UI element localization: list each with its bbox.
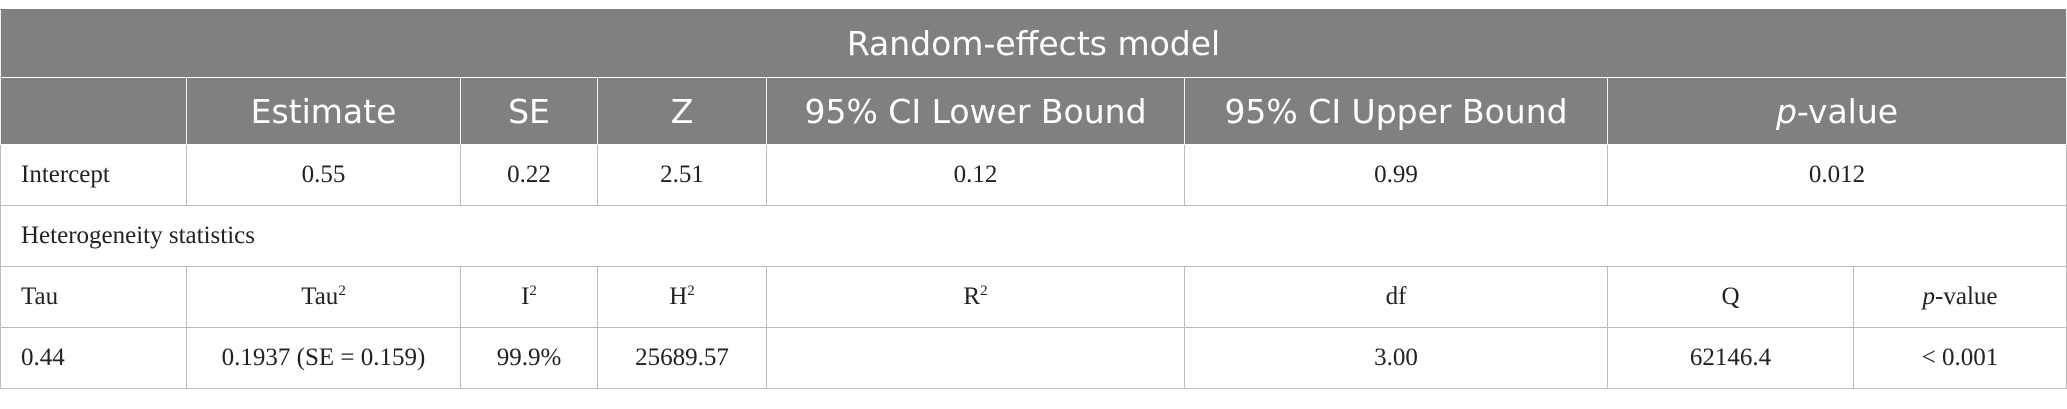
stat-header: I2 xyxy=(460,266,598,328)
column-header: SE xyxy=(460,77,598,145)
cell: 0.012 xyxy=(1606,144,2067,206)
cell: 62146.4 xyxy=(1607,327,1854,389)
superscript: 2 xyxy=(687,283,695,299)
section-label: Heterogeneity statistics xyxy=(0,205,2067,267)
title-row: Random-effects model xyxy=(0,9,2067,78)
column-header: Estimate xyxy=(186,77,461,145)
cell: 0.1937 (SE = 0.159) xyxy=(186,327,461,389)
stat-value-row: 0.44 0.1937 (SE = 0.159) 99.9% 25689.57 3.00… xyxy=(0,327,2067,389)
results-table: Random-effects model Estimate SE Z 95% CI L… xyxy=(0,9,2067,389)
cell: 0.12 xyxy=(766,144,1185,206)
stat-header: df xyxy=(1184,266,1608,328)
text: -value xyxy=(1796,91,1899,131)
intercept-row: Intercept 0.55 0.22 2.51 0.12 0.99 0.012 xyxy=(0,144,2067,206)
section-row: Heterogeneity statistics xyxy=(0,205,2067,267)
cell: 0.99 xyxy=(1184,144,1608,206)
column-header: 95% CI Upper Bound xyxy=(1184,77,1608,145)
text: Tau xyxy=(301,283,339,310)
stat-header: p-value xyxy=(1852,266,2067,328)
cell: 0.22 xyxy=(460,144,598,206)
header-cell xyxy=(0,77,187,145)
stat-header: Tau2 xyxy=(186,266,461,328)
cell: 2.51 xyxy=(597,144,767,206)
header-row: Estimate SE Z 95% CI Lower Bound 95% CI Uppe… xyxy=(0,77,2067,145)
cell: 0.44 xyxy=(0,327,187,389)
table-body: Random-effects model Estimate SE Z 95% CI L… xyxy=(0,9,2067,389)
column-header: Z xyxy=(597,77,767,145)
superscript: 2 xyxy=(529,283,537,299)
text: R xyxy=(963,283,981,310)
stat-header: Q xyxy=(1607,266,1854,328)
cell: 99.9% xyxy=(460,327,598,389)
stat-header: Tau xyxy=(0,266,187,328)
column-header: p-value xyxy=(1606,77,2067,145)
table-title: Random-effects model xyxy=(0,9,2067,78)
cell: < 0.001 xyxy=(1852,327,2067,389)
row-label: Intercept xyxy=(0,144,187,206)
italic-text: p xyxy=(1775,91,1797,131)
cell: 25689.57 xyxy=(597,327,767,389)
superscript: 2 xyxy=(980,283,988,299)
text: I xyxy=(521,283,530,310)
stat-header: R2 xyxy=(766,266,1185,328)
stat-header: H2 xyxy=(597,266,767,328)
superscript: 2 xyxy=(338,283,346,299)
column-header: 95% CI Lower Bound xyxy=(766,77,1185,145)
cell: 0.55 xyxy=(186,144,461,206)
italic-text: p xyxy=(1922,283,1936,310)
text: -value xyxy=(1935,283,1998,310)
cell: 3.00 xyxy=(1184,327,1608,389)
text: H xyxy=(669,283,688,310)
cell xyxy=(766,327,1185,389)
